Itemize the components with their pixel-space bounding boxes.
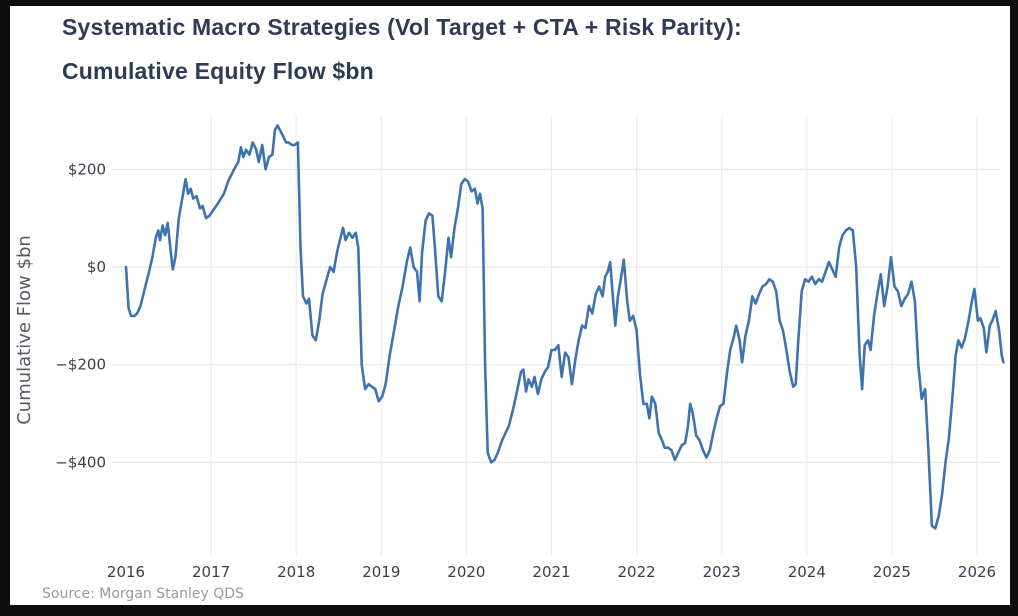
gridlines bbox=[112, 115, 1000, 555]
chart-title: Systematic Macro Strategies (Vol Target … bbox=[62, 14, 742, 40]
x-tick-label: 2025 bbox=[873, 563, 911, 581]
x-tick-label: 2020 bbox=[447, 563, 485, 581]
x-tick-label: 2019 bbox=[362, 563, 400, 581]
x-tick-label: 2022 bbox=[618, 563, 656, 581]
x-tick-label: 2021 bbox=[532, 563, 570, 581]
x-tick-label: 2016 bbox=[107, 563, 145, 581]
source-note: Source: Morgan Stanley QDS bbox=[42, 586, 244, 602]
x-axis-ticks: 2016 2017 2018 2019 2020 2021 2022 2023 2024 2025… bbox=[107, 563, 996, 581]
x-tick-label: 2026 bbox=[958, 563, 996, 581]
chart-panel: Systematic Macro Strategies (Vol Target … bbox=[10, 6, 1010, 605]
y-tick-label: $0 bbox=[87, 258, 106, 276]
y-tick-label: $200 bbox=[68, 160, 106, 178]
series-line-cumulative-equity-flow bbox=[124, 124, 1005, 530]
y-axis-label: Cumulative Flow $bn bbox=[14, 235, 35, 425]
y-tick-label: −$200 bbox=[55, 356, 106, 374]
series-group bbox=[124, 124, 1005, 530]
x-tick-label: 2018 bbox=[277, 563, 315, 581]
chart-subtitle: Cumulative Equity Flow $bn bbox=[62, 58, 374, 84]
x-tick-label: 2023 bbox=[703, 563, 741, 581]
x-tick-label: 2024 bbox=[788, 563, 826, 581]
y-axis-ticks: $200 $0 −$200 −$400 bbox=[55, 160, 106, 471]
y-tick-label: −$400 bbox=[55, 453, 106, 471]
x-tick-label: 2017 bbox=[192, 563, 230, 581]
